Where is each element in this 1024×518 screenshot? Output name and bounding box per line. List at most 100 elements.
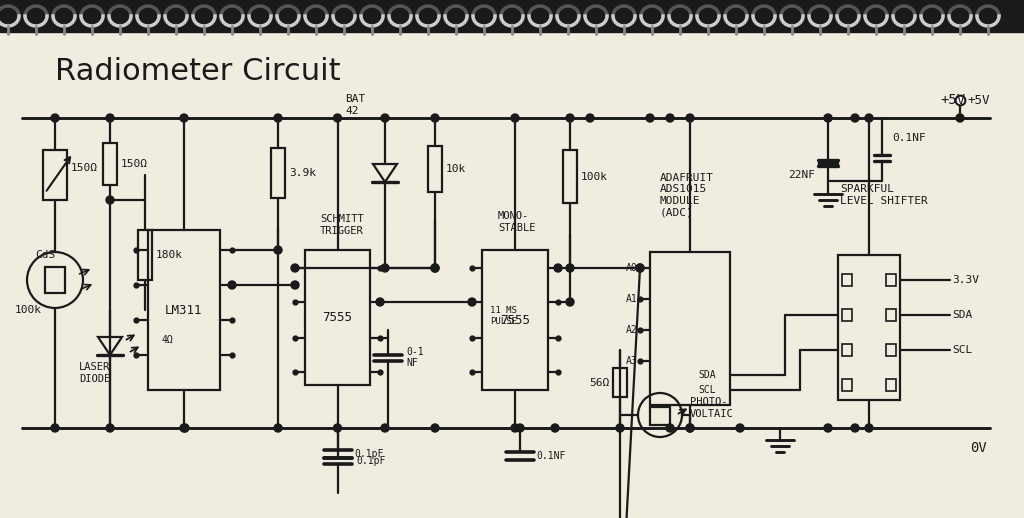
Text: 0.1pF: 0.1pF [354,449,383,459]
Circle shape [274,424,282,432]
Bar [842,309,852,321]
Circle shape [636,264,644,272]
Circle shape [228,281,236,289]
Text: 10k: 10k [446,164,466,174]
Text: A3: A3 [627,356,638,366]
Text: +5V: +5V [968,94,990,107]
Circle shape [666,424,674,432]
Text: BAT
42: BAT 42 [345,94,366,116]
Bar [0,0,1024,32]
Bar [148,230,220,390]
Text: 3.3V: 3.3V [952,275,979,285]
Circle shape [956,114,964,122]
Text: 0.1pF: 0.1pF [356,455,385,466]
Text: 100k: 100k [15,305,42,315]
Text: 150Ω: 150Ω [71,163,98,173]
Bar [886,344,896,356]
Circle shape [431,114,439,122]
Text: 0-1
NF: 0-1 NF [406,347,424,368]
Circle shape [334,424,341,432]
Text: 150Ω: 150Ω [121,159,148,169]
Text: ADAFRUIT
ADS1015
MODULE
(ADC): ADAFRUIT ADS1015 MODULE (ADC) [660,172,714,218]
Text: SCHMITT
TRIGGER: SCHMITT TRIGGER [319,214,364,236]
Circle shape [334,114,341,122]
Circle shape [381,424,389,432]
Bar [838,255,900,400]
Circle shape [468,298,476,306]
Text: 3.9k: 3.9k [289,168,316,178]
Circle shape [274,114,282,122]
Circle shape [824,114,831,122]
Text: 11 MS
PULSE: 11 MS PULSE [490,306,517,326]
Text: 22NF: 22NF [788,170,815,180]
Bar [842,344,852,356]
Bar [563,150,577,203]
Bar [842,379,852,391]
Bar [818,162,838,166]
Circle shape [431,424,439,432]
Bar [305,250,370,385]
Circle shape [686,424,694,432]
Circle shape [646,114,654,122]
Bar [43,150,67,200]
Bar [886,274,896,286]
Text: SDA: SDA [698,370,716,380]
Circle shape [381,114,389,122]
Circle shape [586,114,594,122]
Text: 7555: 7555 [500,313,530,326]
Bar [886,309,896,321]
Text: 7555: 7555 [323,311,352,324]
Circle shape [686,114,694,122]
Text: A0: A0 [627,263,638,273]
Circle shape [516,424,524,432]
Circle shape [180,424,188,432]
Bar [45,267,65,293]
Text: SDA: SDA [952,310,972,320]
Text: 180k: 180k [156,250,183,260]
Text: SCL: SCL [952,345,972,355]
Circle shape [566,264,574,272]
Circle shape [291,264,299,272]
Text: MONO-
STABLE: MONO- STABLE [498,211,536,233]
Circle shape [686,424,694,432]
Text: 0.1NF: 0.1NF [892,133,926,143]
Circle shape [511,424,519,432]
Circle shape [180,114,188,122]
Text: 100k: 100k [581,171,608,181]
Circle shape [551,424,559,432]
Circle shape [566,114,574,122]
Text: Radiometer Circuit: Radiometer Circuit [55,57,341,87]
Circle shape [51,114,59,122]
Circle shape [566,298,574,306]
Text: CdS: CdS [35,250,55,260]
Circle shape [865,424,873,432]
Bar [650,252,730,405]
Text: LASER
DIODE: LASER DIODE [80,362,111,384]
Circle shape [554,264,562,272]
Circle shape [511,114,519,122]
Circle shape [181,424,189,432]
Text: +5V: +5V [940,93,966,107]
Bar [613,368,627,397]
Bar [138,230,152,280]
Text: 0V: 0V [970,441,987,455]
Circle shape [274,246,282,254]
Circle shape [851,114,859,122]
Bar [886,379,896,391]
Circle shape [431,264,439,272]
Text: 56Ω: 56Ω [589,378,609,387]
Circle shape [381,264,389,272]
Bar [842,274,852,286]
Circle shape [736,424,744,432]
Text: A2: A2 [627,325,638,335]
Text: SPARKFUL
LEVEL SHIFTER: SPARKFUL LEVEL SHIFTER [840,184,928,206]
Circle shape [824,424,831,432]
Circle shape [865,114,873,122]
Text: A1: A1 [627,294,638,304]
Circle shape [376,298,384,306]
Bar [428,146,442,192]
Circle shape [616,424,624,432]
Bar [103,143,117,185]
Circle shape [106,196,114,204]
Circle shape [636,264,644,272]
